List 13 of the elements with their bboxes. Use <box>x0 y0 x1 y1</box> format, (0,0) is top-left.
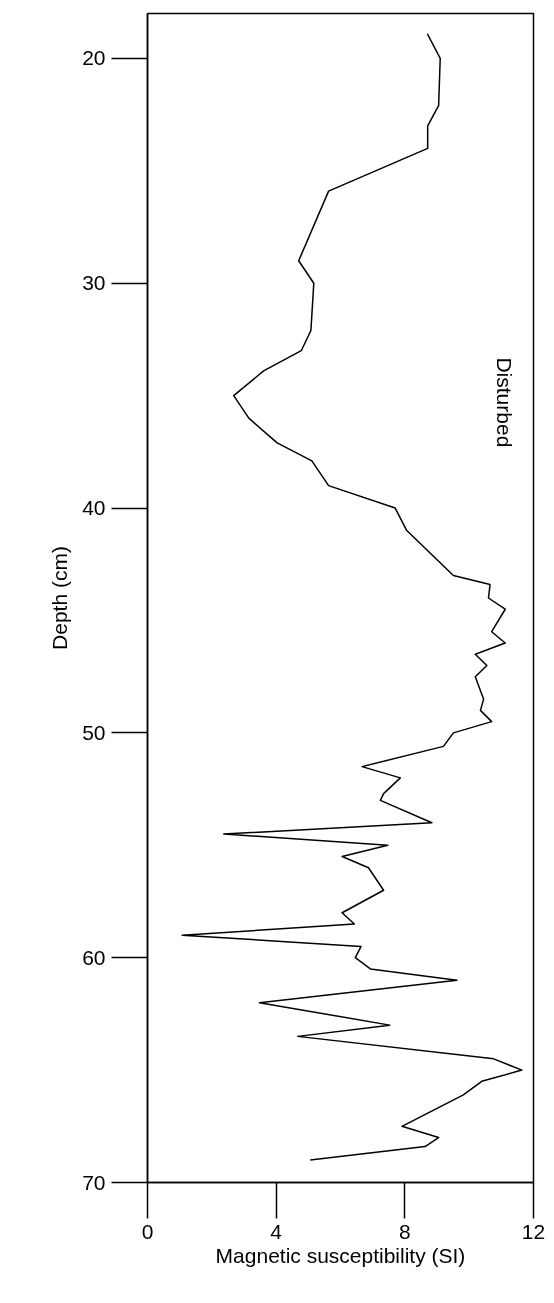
y-tick-label: 20 <box>82 46 106 70</box>
y-tick-label: 40 <box>82 496 106 520</box>
y-tick-label: 70 <box>82 1170 106 1194</box>
x-axis-title: Magnetic susceptibility (SI) <box>215 1243 466 1267</box>
x-tick-label: 4 <box>270 1219 283 1243</box>
x-tick-label: 0 <box>141 1219 154 1243</box>
y-tick-label: 50 <box>82 720 106 744</box>
x-tick-label: 8 <box>398 1219 411 1243</box>
annotation: Disturbed <box>493 357 517 448</box>
x-tick-label: 12 <box>521 1219 546 1243</box>
y-tick-label: 60 <box>82 945 106 969</box>
y-tick-label: 30 <box>82 271 106 295</box>
y-axis-title: Depth (cm) <box>48 546 72 650</box>
